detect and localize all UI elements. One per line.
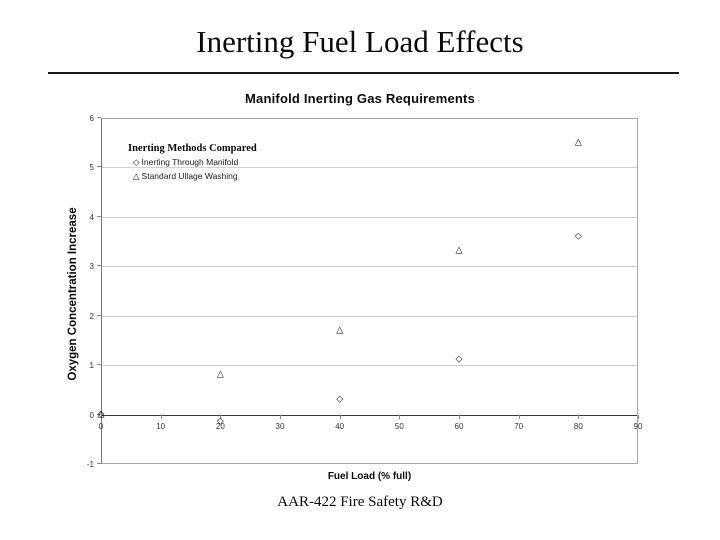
x-tick-mark	[638, 414, 639, 419]
y-tick-mark	[97, 314, 101, 316]
x-axis-title: Fuel Load (% full)	[327, 471, 412, 482]
x-tick-mark	[339, 414, 341, 419]
y-tick-label: 6	[89, 114, 94, 123]
data-point-open-diamond: ◇	[455, 354, 463, 365]
y-tick-label: 4	[89, 212, 94, 222]
x-axis-line	[102, 414, 637, 416]
legend-title: Inerting Methods Compared	[128, 143, 257, 154]
data-point-open-diamond: ◇	[574, 230, 582, 241]
data-point-open-triangle: △	[455, 245, 463, 256]
y-tick-label: 0	[89, 410, 94, 420]
x-tick-label: 10	[156, 421, 166, 431]
data-point-open-diamond: ◇	[336, 394, 344, 405]
chart-title: Manifold Inerting Gas Requirements	[245, 91, 475, 106]
data-point-open-triangle: △	[97, 408, 105, 419]
legend-items: ◇ Inerting Through Manifold △ Standard Ulla…	[128, 157, 257, 182]
plot-area	[101, 118, 638, 464]
legend-item-label: Standard Ullage Washing	[141, 171, 238, 181]
x-tick-label: 30	[275, 421, 285, 431]
data-point-open-diamond: ◇	[97, 408, 105, 419]
gridline	[102, 266, 637, 268]
x-tick-mark	[280, 414, 281, 419]
x-tick-label: 0	[98, 421, 104, 431]
data-point-open-diamond: ◇	[216, 416, 224, 427]
legend-item: △ Standard Ullage Washing	[133, 171, 257, 182]
y-tick-label: 1	[89, 361, 94, 371]
x-tick-label: 70	[514, 421, 524, 431]
legend-item: ◇ Inerting Through Manifold	[133, 157, 257, 168]
y-tick-mark	[97, 364, 101, 366]
x-tick-mark	[101, 414, 102, 419]
gridline	[102, 365, 637, 367]
x-tick-mark	[220, 414, 222, 419]
gridline	[102, 167, 637, 169]
title-underline	[48, 72, 679, 74]
legend-item-label: Inerting Through Manifold	[141, 157, 239, 167]
data-point-open-triangle: △	[574, 137, 582, 148]
x-tick-label: 40	[335, 421, 345, 431]
slide-title: Inerting Fuel Load Effects	[196, 24, 524, 59]
open-triangle-icon: △	[133, 172, 140, 182]
x-tick-label: 50	[394, 421, 404, 431]
y-tick-mark	[97, 117, 101, 118]
x-tick-label: 80	[573, 421, 583, 431]
x-tick-mark	[459, 414, 460, 419]
y-tick-mark	[97, 463, 101, 464]
y-tick-mark	[97, 215, 101, 217]
x-tick-mark	[160, 414, 162, 419]
data-point-open-triangle: △	[216, 369, 224, 380]
x-tick-mark	[399, 414, 401, 419]
x-tick-mark	[518, 414, 520, 419]
x-tick-mark	[578, 414, 580, 419]
y-tick-label: -1	[86, 460, 94, 469]
y-tick-label: 3	[89, 262, 94, 272]
footer-text: AAR-422 Fire Safety R&D	[277, 494, 443, 510]
gridline	[102, 315, 637, 317]
legend: Inerting Methods Compared ◇ Inerting Thro…	[128, 143, 257, 182]
data-point-open-triangle: △	[336, 324, 344, 335]
y-tick-mark	[97, 265, 101, 267]
y-axis-title-text: Oxygen Concentration Increase	[67, 207, 79, 381]
y-tick-label: 5	[89, 163, 94, 173]
x-tick-label: 60	[454, 421, 464, 431]
open-diamond-icon: ◇	[133, 158, 140, 168]
x-tick-label: 90	[633, 421, 643, 431]
gridline	[102, 216, 637, 218]
y-tick-mark	[97, 413, 101, 415]
y-tick-mark	[97, 166, 101, 168]
x-tick-label: 20	[215, 421, 225, 431]
y-tick-label: 2	[89, 311, 94, 321]
